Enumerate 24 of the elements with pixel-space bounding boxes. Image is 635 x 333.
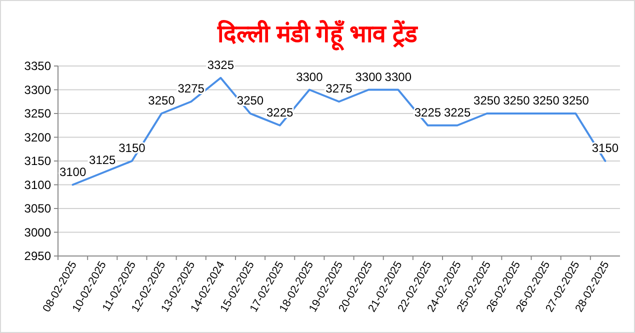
ytick: 3100 bbox=[24, 178, 51, 192]
ytick: 3200 bbox=[24, 130, 51, 144]
ytick: 2950 bbox=[24, 249, 51, 263]
data-label: 3300 bbox=[355, 70, 382, 84]
title: दिल्ली मंडी गेहूँ भाव ट्रेंड bbox=[218, 21, 418, 48]
ytick: 3350 bbox=[24, 59, 51, 73]
data-label: 3250 bbox=[148, 94, 175, 108]
data-label: 3250 bbox=[562, 94, 589, 108]
data-label: 3300 bbox=[296, 70, 323, 84]
data-label: 3325 bbox=[207, 58, 234, 72]
data-label: 3275 bbox=[326, 82, 352, 96]
data-label: 3275 bbox=[178, 82, 204, 96]
data-label: 3250 bbox=[532, 94, 560, 108]
ytick: 3050 bbox=[24, 202, 51, 216]
ytick: 3150 bbox=[24, 154, 51, 168]
data-label: 3250 bbox=[474, 94, 500, 108]
data-label: 3250 bbox=[503, 94, 530, 108]
data-label: 3100 bbox=[59, 164, 86, 179]
data-label: 3300 bbox=[384, 70, 412, 84]
ytick: 3000 bbox=[24, 225, 51, 240]
data-label: 3125 bbox=[89, 152, 116, 167]
data-label: 3225 bbox=[444, 105, 471, 120]
ytick: 3300 bbox=[24, 82, 51, 97]
ytick: 3250 bbox=[24, 106, 51, 120]
